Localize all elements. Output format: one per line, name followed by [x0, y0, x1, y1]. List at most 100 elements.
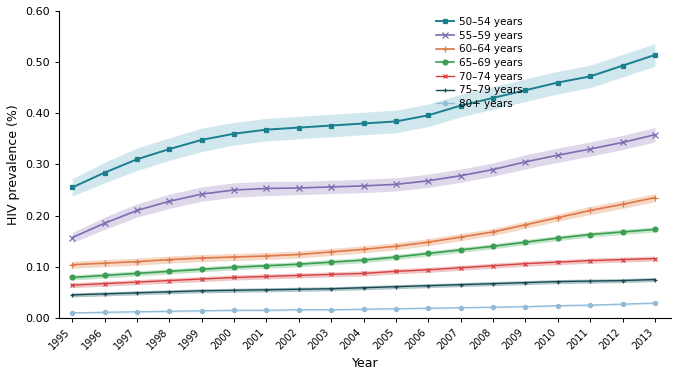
- 75–79 years: [100, 291, 108, 296]
- 80+ years: [100, 310, 108, 314]
- 80+ years: [521, 304, 530, 309]
- 70–74 years: [392, 269, 400, 274]
- 60–64 years: [651, 195, 659, 200]
- 50–54 years: [489, 96, 497, 100]
- 65–69 years: [424, 251, 433, 256]
- 55–59 years: [424, 179, 433, 183]
- 60–64 years: [230, 255, 238, 259]
- Line: 75–79 years: 75–79 years: [70, 277, 657, 297]
- 55–59 years: [489, 167, 497, 172]
- Line: 50–54 years: 50–54 years: [70, 52, 657, 190]
- 75–79 years: [262, 288, 271, 292]
- 65–69 years: [651, 227, 659, 231]
- 55–59 years: [230, 188, 238, 192]
- 60–64 years: [456, 235, 464, 239]
- 65–69 years: [165, 269, 174, 274]
- 70–74 years: [424, 268, 433, 272]
- 80+ years: [359, 307, 367, 311]
- Legend: 50–54 years, 55–59 years, 60–64 years, 65–69 years, 70–74 years, 75–79 years, 80: 50–54 years, 55–59 years, 60–64 years, 6…: [435, 17, 523, 109]
- 60–64 years: [392, 244, 400, 248]
- 55–59 years: [295, 186, 303, 190]
- 65–69 years: [295, 262, 303, 267]
- 50–54 years: [165, 147, 174, 151]
- 75–79 years: [133, 291, 141, 295]
- 50–54 years: [359, 121, 367, 126]
- 75–79 years: [295, 287, 303, 291]
- 70–74 years: [133, 280, 141, 284]
- 70–74 years: [359, 271, 367, 276]
- Line: 80+ years: 80+ years: [70, 301, 657, 315]
- 75–79 years: [197, 288, 205, 293]
- 50–54 years: [618, 63, 626, 68]
- 75–79 years: [586, 279, 594, 284]
- 50–54 years: [554, 80, 562, 85]
- 80+ years: [133, 310, 141, 314]
- 50–54 years: [392, 119, 400, 124]
- 50–54 years: [456, 103, 464, 108]
- 50–54 years: [651, 53, 659, 57]
- 80+ years: [456, 305, 464, 310]
- 60–64 years: [295, 252, 303, 257]
- 60–64 years: [618, 202, 626, 207]
- 55–59 years: [651, 132, 659, 137]
- 70–74 years: [489, 264, 497, 268]
- 80+ years: [197, 308, 205, 313]
- 80+ years: [262, 308, 271, 313]
- 50–54 years: [262, 127, 271, 132]
- 60–64 years: [554, 215, 562, 220]
- 65–69 years: [327, 260, 335, 264]
- 55–59 years: [359, 184, 367, 188]
- 70–74 years: [295, 273, 303, 278]
- 60–64 years: [133, 259, 141, 264]
- 50–54 years: [100, 170, 108, 175]
- 55–59 years: [68, 235, 77, 240]
- 65–69 years: [554, 236, 562, 241]
- 75–79 years: [392, 284, 400, 289]
- 60–64 years: [68, 262, 77, 267]
- 50–54 years: [68, 185, 77, 190]
- 80+ years: [295, 308, 303, 312]
- 55–59 years: [618, 140, 626, 145]
- 65–69 years: [392, 255, 400, 259]
- 55–59 years: [392, 182, 400, 187]
- 60–64 years: [262, 254, 271, 258]
- 75–79 years: [521, 280, 530, 285]
- 70–74 years: [618, 257, 626, 262]
- 60–64 years: [521, 222, 530, 227]
- 65–69 years: [230, 265, 238, 270]
- 80+ years: [489, 305, 497, 310]
- 80+ years: [586, 303, 594, 307]
- 75–79 years: [230, 288, 238, 293]
- 60–64 years: [586, 208, 594, 213]
- Line: 70–74 years: 70–74 years: [70, 256, 657, 288]
- 75–79 years: [424, 284, 433, 288]
- 65–69 years: [489, 244, 497, 248]
- 75–79 years: [554, 279, 562, 284]
- 80+ years: [554, 303, 562, 308]
- 60–64 years: [165, 257, 174, 262]
- 70–74 years: [197, 277, 205, 281]
- 70–74 years: [165, 278, 174, 283]
- 70–74 years: [262, 274, 271, 279]
- Y-axis label: HIV prevalence (%): HIV prevalence (%): [7, 104, 20, 225]
- 65–69 years: [100, 273, 108, 278]
- 65–69 years: [521, 240, 530, 244]
- 50–54 years: [295, 125, 303, 130]
- 60–64 years: [100, 261, 108, 265]
- 55–59 years: [197, 192, 205, 196]
- 80+ years: [230, 308, 238, 313]
- 70–74 years: [230, 275, 238, 280]
- 65–69 years: [197, 267, 205, 271]
- 80+ years: [392, 307, 400, 311]
- 50–54 years: [521, 88, 530, 92]
- 60–64 years: [327, 250, 335, 254]
- 70–74 years: [521, 261, 530, 266]
- 65–69 years: [68, 275, 77, 280]
- 50–54 years: [586, 74, 594, 79]
- 80+ years: [327, 308, 335, 312]
- 55–59 years: [521, 159, 530, 164]
- 55–59 years: [262, 186, 271, 191]
- 80+ years: [651, 301, 659, 305]
- 50–54 years: [230, 132, 238, 136]
- 70–74 years: [456, 265, 464, 270]
